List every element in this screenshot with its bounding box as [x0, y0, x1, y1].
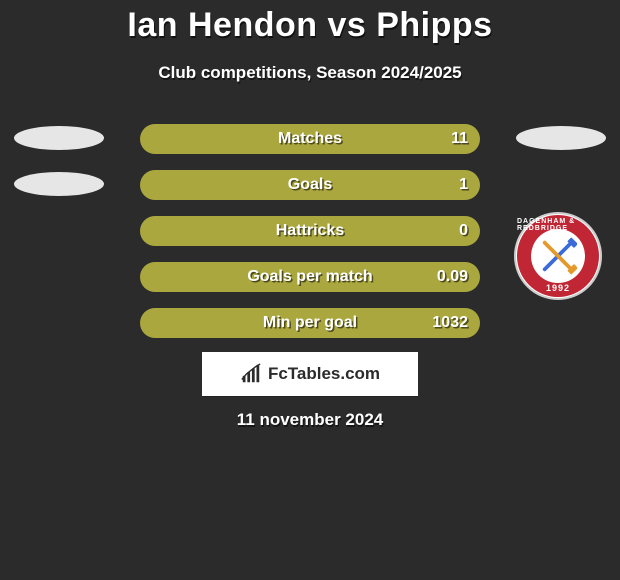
left-player-ellipse	[14, 172, 104, 196]
stat-value: 0	[459, 222, 468, 240]
stat-value: 0.09	[437, 268, 468, 286]
right-player-ellipse	[516, 126, 606, 150]
stat-row: Hattricks 0	[0, 206, 620, 252]
stat-value: 11	[451, 130, 468, 148]
page-root: Ian Hendon vs Phipps Club competitions, …	[0, 0, 620, 580]
stat-bar: Hattricks 0	[140, 216, 480, 246]
stat-bar: Goals per match 0.09	[140, 262, 480, 292]
stat-bar: Goals 1	[140, 170, 480, 200]
bar-chart-icon	[240, 363, 262, 385]
stat-bar: Matches 11	[140, 124, 480, 154]
stat-label: Goals	[140, 176, 480, 194]
stat-row: Goals per match 0.09	[0, 252, 620, 298]
stat-label: Hattricks	[140, 222, 480, 240]
page-subtitle: Club competitions, Season 2024/2025	[0, 63, 620, 83]
stat-label: Goals per match	[140, 268, 480, 286]
stat-value: 1032	[432, 314, 468, 332]
stat-label: Min per goal	[140, 314, 480, 332]
page-date: 11 november 2024	[0, 410, 620, 430]
stat-bar: Min per goal 1032	[140, 308, 480, 338]
stats-block: Matches 11 Goals 1 DAGENHAM & REDBRIDGE	[0, 114, 620, 344]
brand-text: FcTables.com	[268, 364, 380, 384]
stat-row: Matches 11	[0, 114, 620, 160]
brand-box: FcTables.com	[202, 352, 418, 396]
stat-row: Min per goal 1032	[0, 298, 620, 344]
left-player-ellipse	[14, 126, 104, 150]
stat-value: 1	[459, 176, 468, 194]
page-title: Ian Hendon vs Phipps	[0, 0, 620, 45]
stat-label: Matches	[140, 130, 480, 148]
stat-row: Goals 1 DAGENHAM & REDBRIDGE 1992	[0, 160, 620, 206]
